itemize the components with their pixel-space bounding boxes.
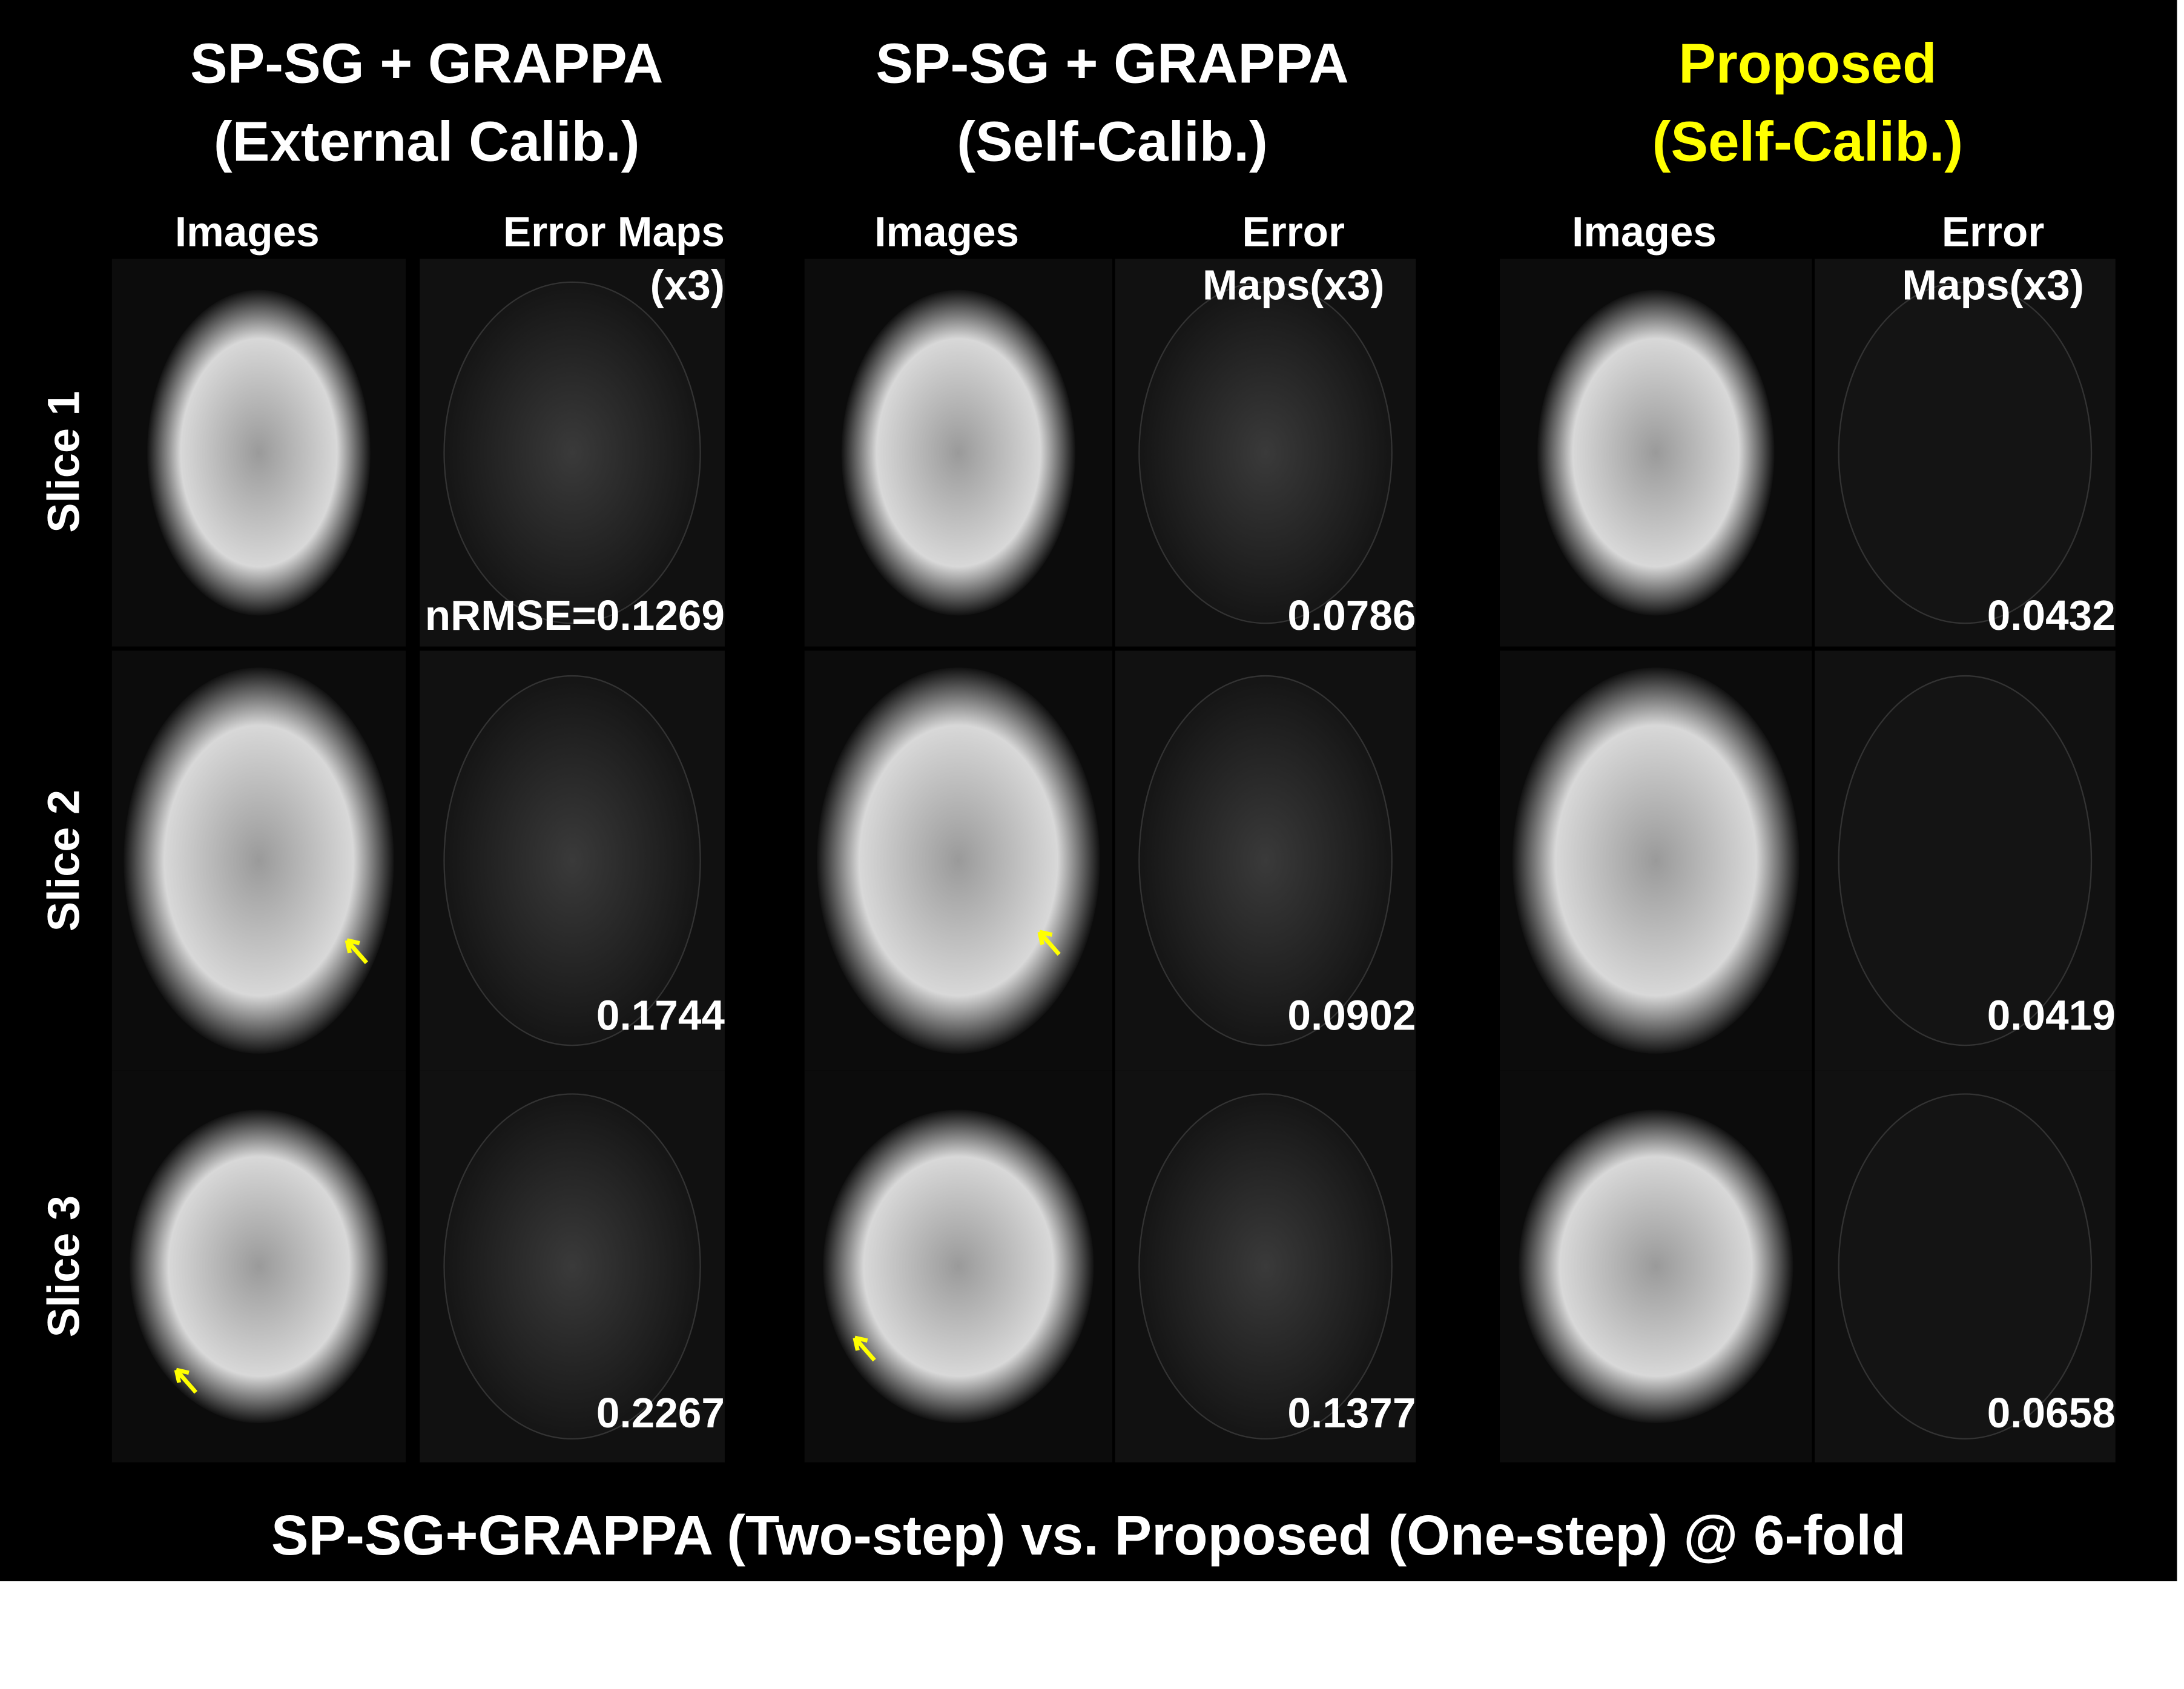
nrmse-label: 0.0419 — [1987, 993, 2116, 1040]
error-map — [443, 675, 701, 1046]
nrmse-label: 0.0432 — [1987, 593, 2116, 640]
brain-image — [816, 667, 1100, 1054]
error-map — [1138, 281, 1393, 624]
brain-image — [1512, 667, 1800, 1054]
arrow — [853, 1335, 876, 1362]
row-label: Slice 3 — [38, 1195, 89, 1338]
nrmse-label: 0.2267 — [596, 1390, 725, 1438]
error-map — [1838, 675, 2093, 1046]
error-map — [1138, 675, 1393, 1046]
arrow — [174, 1367, 198, 1394]
error-map — [1838, 1093, 2093, 1440]
error-map — [443, 1093, 701, 1440]
group-title: (Self-Calib.) — [1652, 111, 1964, 174]
error-map — [443, 281, 701, 624]
row-label: Slice 1 — [38, 391, 89, 533]
arrow — [1037, 930, 1061, 956]
error-map — [1138, 1093, 1393, 1440]
nrmse-label: 0.1377 — [1287, 1390, 1416, 1438]
brain-image — [823, 1109, 1094, 1423]
group-title: SP-SG + GRAPPA — [876, 33, 1349, 96]
nrmse-label: 0.0658 — [1987, 1390, 2116, 1438]
row-label: Slice 2 — [38, 789, 89, 932]
group-title: Proposed — [1678, 33, 1937, 96]
nrmse-label: 0.0902 — [1287, 993, 1416, 1040]
footer: SP-SG+GRAPPA (Two-step) vs. Proposed (On… — [271, 1506, 1906, 1567]
column-header: Error Maps (x3) — [503, 210, 725, 309]
brain-image — [129, 1109, 388, 1423]
nrmse-label: 0.1744 — [596, 993, 725, 1040]
error-map — [1838, 281, 2093, 624]
column-header: Images — [1572, 210, 1717, 256]
nrmse-label: nRMSE=0.1269 — [424, 593, 725, 640]
brain-image — [124, 667, 394, 1054]
brain-image — [1518, 1109, 1793, 1423]
arrow — [345, 938, 369, 965]
column-header: Error Maps(x3) — [1902, 210, 2084, 309]
column-header: Images — [874, 210, 1020, 256]
brain-image — [1537, 289, 1775, 616]
group-title: SP-SG + GRAPPA — [190, 33, 664, 96]
group-title: (Self-Calib.) — [957, 111, 1268, 174]
nrmse-label: 0.0786 — [1287, 593, 1416, 640]
brain-image — [841, 289, 1076, 616]
brain-image — [147, 289, 371, 616]
column-header: Error Maps(x3) — [1202, 210, 1385, 309]
column-header: Images — [174, 210, 320, 256]
group-title: (External Calib.) — [213, 111, 640, 174]
